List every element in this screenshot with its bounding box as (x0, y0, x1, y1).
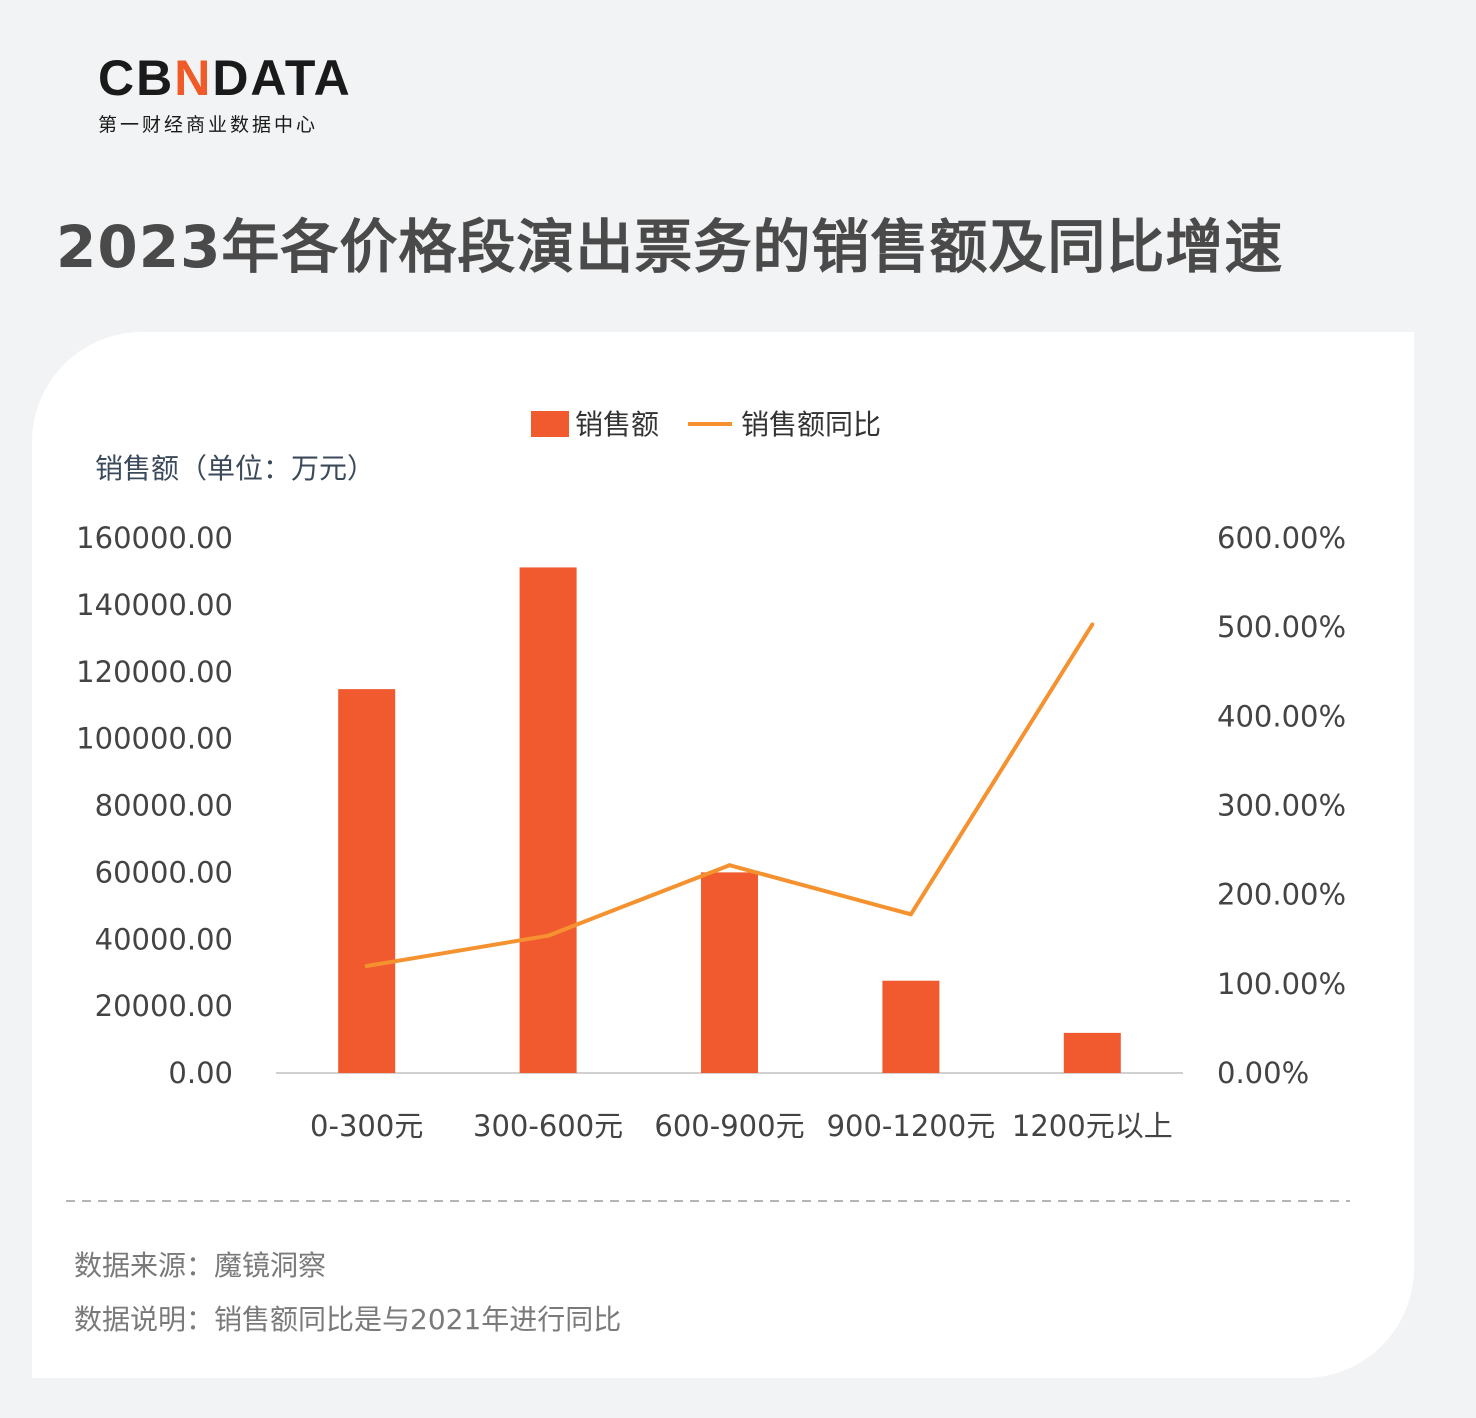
bar (338, 689, 396, 1073)
page-title: 2023年各价格段演出票务的销售额及同比增速 (56, 213, 1284, 281)
logo-wordmark: CBNDATA (98, 50, 352, 106)
yoy-point (546, 933, 551, 938)
yoy-point (364, 964, 369, 968)
chart-card (32, 332, 1414, 1378)
bar (882, 980, 940, 1073)
legend-label-bar: 销售额 (575, 408, 659, 441)
logo-subtitle: 第一财经商业数据中心 (98, 114, 319, 136)
yoy-point (1090, 622, 1095, 627)
legend-label-line: 销售额同比 (741, 408, 881, 441)
x-tick-label: 900-1200元 (827, 1109, 996, 1143)
y-tick-label: 60000.00 (95, 855, 233, 889)
bar (701, 872, 758, 1073)
x-tick-label: 300-600元 (473, 1109, 623, 1143)
y-axis-left: 0.00 20000.00 40000.00 60000.00 80000.00 1000… (76, 521, 233, 1090)
data-explanation-note: 数据说明：销售额同比是与2021年进行同比 (74, 1303, 622, 1336)
y-axis-title: 销售额（单位：万元） (95, 452, 375, 485)
y2-tick-label: 500.00% (1217, 610, 1346, 644)
x-tick-label: 0-300元 (310, 1109, 423, 1143)
y2-tick-label: 600.00% (1217, 521, 1346, 555)
y2-tick-label: 100.00% (1217, 967, 1346, 1001)
y2-tick-label: 200.00% (1217, 878, 1346, 912)
yoy-point (727, 863, 732, 868)
y2-tick-label: 0.00% (1217, 1056, 1309, 1090)
bar (1063, 1032, 1121, 1073)
y-tick-label: 160000.00 (76, 521, 233, 555)
brand-logo: CBNDATA 第一财经商业数据中心 (98, 52, 352, 137)
y-tick-label: 140000.00 (76, 588, 233, 622)
y-axis-right: 0.00% 100.00% 200.00% 300.00% 400.00% 500.00%… (1217, 521, 1346, 1090)
bar (519, 567, 577, 1073)
chart-legend: 销售额 销售额同比 (531, 408, 881, 441)
bar-series (338, 567, 1121, 1073)
line-series (364, 622, 1095, 968)
x-tick-label: 600-900元 (654, 1109, 804, 1143)
y-tick-label: 120000.00 (76, 655, 233, 689)
y-tick-label: 100000.00 (76, 722, 233, 756)
data-source-note: 数据来源：魔镜洞察 (74, 1249, 327, 1282)
y-tick-label: 20000.00 (95, 989, 233, 1023)
yoy-point (908, 912, 913, 917)
x-tick-label: 1200元以上 (1012, 1109, 1173, 1143)
y-tick-label: 80000.00 (95, 789, 233, 823)
y-tick-label: 40000.00 (95, 922, 233, 956)
y-tick-label: 0.00 (168, 1056, 233, 1090)
y2-tick-label: 300.00% (1217, 789, 1346, 823)
y2-tick-label: 400.00% (1217, 699, 1346, 733)
legend-swatch-bar (531, 411, 569, 437)
x-axis-labels: 0-300元 300-600元 600-900元 900-1200元 1200元以上 (310, 1109, 1173, 1143)
